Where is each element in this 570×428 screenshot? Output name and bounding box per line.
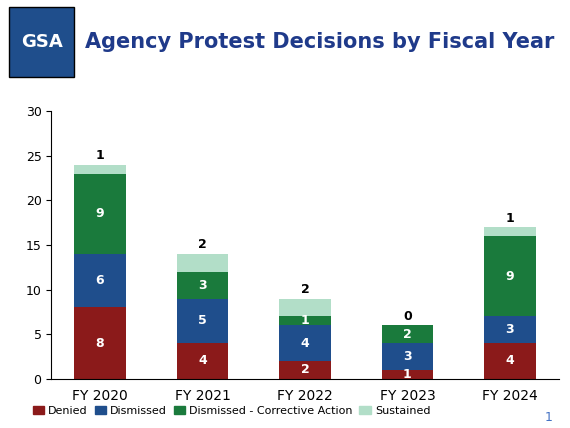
Bar (484, 316, 536, 343)
Text: 3: 3 (198, 279, 207, 291)
Text: GSA: GSA (21, 33, 63, 51)
Text: 2: 2 (300, 363, 310, 376)
Text: 8: 8 (96, 336, 104, 350)
Text: 2: 2 (300, 283, 310, 296)
Bar (279, 325, 331, 361)
Bar (74, 254, 125, 307)
Text: 1: 1 (96, 149, 104, 162)
Bar (177, 299, 228, 343)
Bar (382, 370, 433, 379)
Text: 1: 1 (403, 368, 412, 381)
Text: 9: 9 (506, 270, 514, 283)
Text: Agency Protest Decisions by Fiscal Year: Agency Protest Decisions by Fiscal Year (84, 32, 554, 52)
Text: 0: 0 (403, 309, 412, 323)
Text: 2: 2 (403, 328, 412, 341)
Text: 9: 9 (96, 207, 104, 220)
Bar (279, 299, 331, 316)
Text: 5: 5 (198, 314, 207, 327)
Bar (484, 343, 536, 379)
Bar (484, 227, 536, 236)
Bar (279, 361, 331, 379)
Text: 1: 1 (545, 411, 553, 424)
FancyBboxPatch shape (9, 7, 74, 77)
Text: 4: 4 (506, 354, 514, 368)
Bar (382, 343, 433, 370)
Bar (74, 174, 125, 254)
Text: 3: 3 (506, 323, 514, 336)
Text: 2: 2 (198, 238, 207, 251)
Text: 4: 4 (300, 336, 310, 350)
Text: 3: 3 (403, 350, 412, 363)
Bar (382, 325, 433, 343)
Bar (74, 165, 125, 174)
Text: 6: 6 (96, 274, 104, 287)
Bar (484, 236, 536, 316)
Bar (279, 316, 331, 325)
Text: 1: 1 (300, 314, 310, 327)
Bar (177, 343, 228, 379)
Bar (177, 272, 228, 299)
Bar (177, 254, 228, 272)
Text: 4: 4 (198, 354, 207, 368)
Legend: Denied, Dismissed, Dismissed - Corrective Action, Sustained: Denied, Dismissed, Dismissed - Correctiv… (28, 401, 435, 420)
Bar (74, 307, 125, 379)
Text: U.S. General Services Administration: U.S. General Services Administration (350, 92, 556, 102)
Text: 1: 1 (506, 211, 514, 225)
